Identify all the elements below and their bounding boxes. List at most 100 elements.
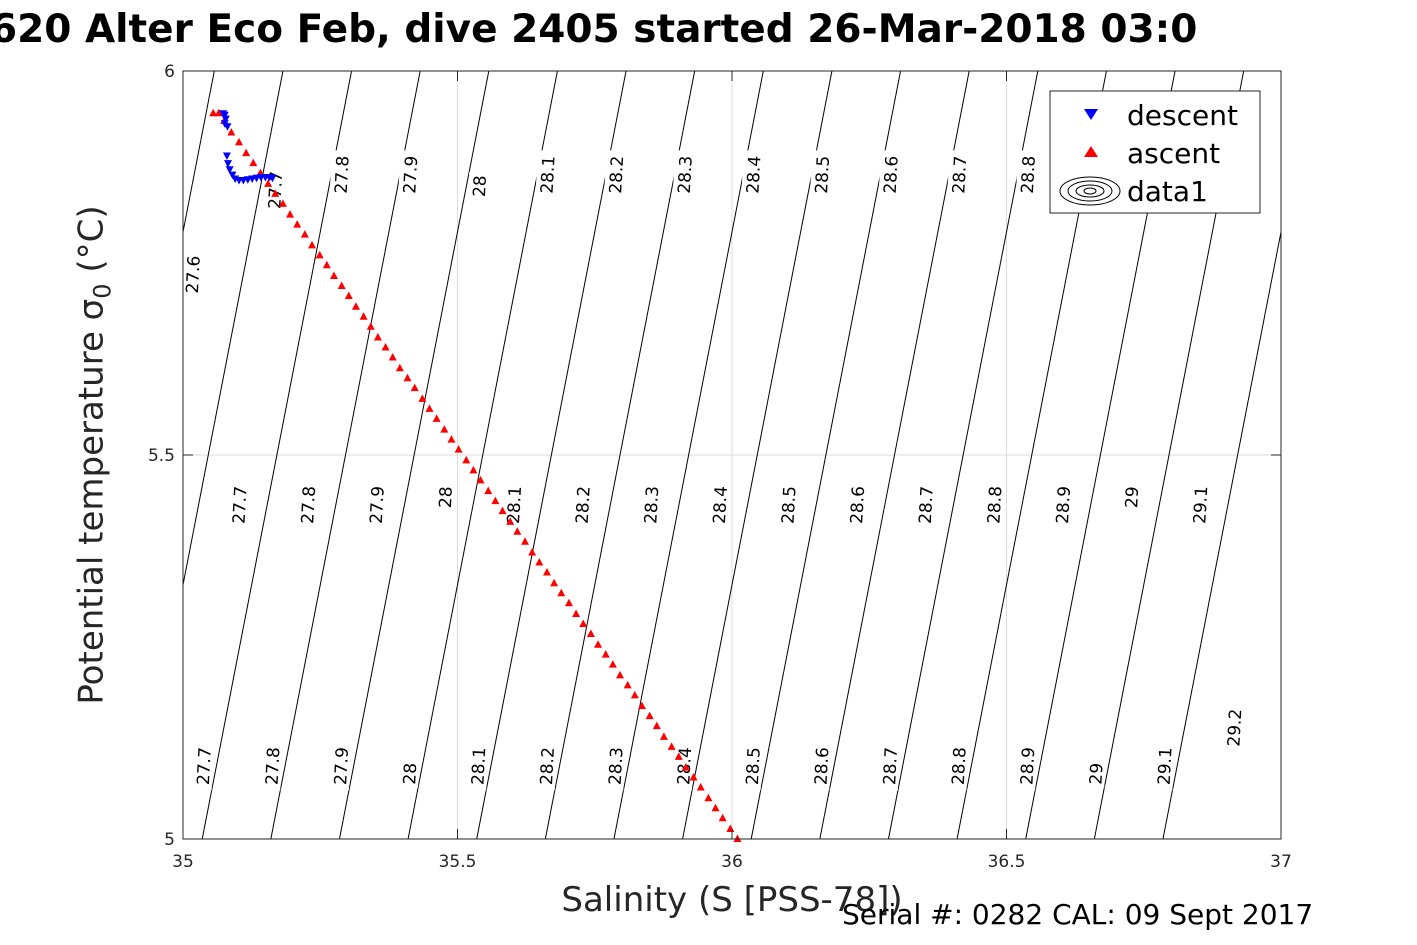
ascent-point-40 (498, 506, 507, 515)
contour-label-text-0: 27.6 (183, 255, 205, 294)
contour-line-28-7 (819, 71, 970, 839)
x-axis-label: Salinity (S [PSS-78]) (561, 880, 903, 920)
ascent-point-9 (271, 189, 280, 197)
legend-contour-marker (1059, 176, 1121, 206)
ascent-point-13 (300, 230, 309, 238)
contour-label-text-34: 28.3 (606, 747, 628, 786)
ascent-point-59 (637, 701, 646, 710)
contour-label-text-25: 28.9 (1053, 486, 1075, 525)
ascent-point-50 (572, 609, 581, 617)
legend-ascent-label: ascent (1127, 137, 1220, 170)
ascent-point-41 (506, 517, 515, 525)
x-tick-label-2: 36 (721, 852, 743, 872)
ascent-point-0 (209, 108, 218, 117)
ascent-point-68 (704, 793, 713, 802)
ascent-point-8 (264, 179, 273, 187)
ascent-point-45 (535, 558, 544, 566)
contour-label-text-15: 27.9 (367, 486, 389, 525)
ascent-point-26 (395, 363, 404, 372)
contour-label-10: 28.6 (878, 150, 903, 200)
ascent-point-51 (579, 619, 588, 627)
contour-label-text-19: 28.3 (641, 486, 663, 525)
y-tick-label-2: 6 (164, 62, 175, 82)
legend-data1-label: data1 (1127, 175, 1208, 208)
contour-label-text-13: 27.7 (230, 486, 252, 525)
contour-label-text-4: 28 (470, 175, 491, 198)
contour-label-text-16: 28 (436, 486, 457, 509)
contour-line-28-8 (887, 71, 1039, 839)
x-tick-label-4: 37 (1270, 852, 1292, 872)
contour-label-7: 28.3 (672, 150, 697, 200)
contour-label-38: 28.7 (877, 741, 902, 791)
ascent-point-12 (293, 220, 302, 228)
contour-line-28-1 (407, 71, 558, 839)
ascent-point-70 (718, 813, 727, 822)
contour-label-36: 28.5 (740, 741, 765, 791)
contour-line-28-5 (682, 71, 833, 839)
contour-label-28: 27.7 (191, 741, 216, 791)
y-tick-label-1: 5.5 (148, 446, 175, 466)
x-tick-label-3: 36.5 (988, 852, 1026, 872)
serial-calibration-note: Serial #: 0282 CAL: 09 Sept 2017 (842, 898, 1314, 931)
ascent-point-42 (513, 527, 522, 535)
ascent-point-6 (249, 158, 258, 167)
contour-line-27-7 (183, 71, 284, 588)
contour-label-text-43: 29.2 (1224, 708, 1246, 747)
contour-label-21: 28.5 (776, 480, 801, 530)
contour-line-28-3 (544, 71, 696, 839)
contour-label-text-20: 28.4 (710, 486, 732, 525)
ascent-point-32 (440, 425, 449, 433)
contour-label-text-33: 28.2 (537, 747, 559, 786)
ascent-point-5 (242, 148, 251, 157)
contour-label-text-8: 28.4 (743, 155, 765, 194)
contour-line-29-2 (1162, 229, 1281, 839)
x-tick-label-1: 35.5 (439, 852, 477, 872)
contour-label-text-5: 28.1 (538, 155, 560, 194)
contour-label-text-29: 27.8 (263, 747, 285, 786)
contour-label-41: 29 (1084, 759, 1108, 788)
contour-label-text-7: 28.3 (675, 155, 697, 194)
axis-ticks: 35 35.5 36 36.5 37 5 5.5 6 (148, 62, 1292, 872)
legend: descent ascent data1 (1049, 90, 1261, 214)
ascent-point-19 (344, 291, 353, 300)
ascent-point-10 (278, 199, 287, 207)
ascent-point-15 (315, 250, 324, 259)
contour-label-11: 28.7 (947, 150, 971, 200)
ascent-point-56 (616, 670, 625, 679)
ascent-point-64 (674, 752, 683, 760)
contour-labels: 27.6 27.7 27.8 27.9 28 28.1 28.2 28.3 28.4 28.5 28… (180, 150, 1246, 791)
ascent-point-25 (388, 352, 397, 361)
contour-label-text-10: 28.6 (881, 155, 903, 194)
contour-label-18: 28.2 (570, 480, 595, 530)
ascent-point-37 (476, 475, 485, 484)
contour-label-3: 27.9 (398, 150, 422, 200)
contour-label-25: 28.9 (1050, 480, 1075, 530)
ascent-point-44 (528, 548, 537, 556)
contour-label-20: 28.4 (707, 480, 732, 530)
ascent-point-33 (447, 435, 456, 443)
contour-label-32: 28.1 (466, 741, 490, 791)
ascent-point-58 (630, 690, 639, 699)
contour-label-text-38: 28.7 (880, 747, 902, 786)
ascent-point-67 (696, 783, 705, 791)
contour-label-text-22: 28.6 (847, 486, 869, 525)
contour-line-28-6 (750, 71, 902, 839)
contour-label-text-39: 28.8 (949, 747, 971, 786)
contour-label-22: 28.6 (844, 480, 869, 530)
ascent-point-17 (329, 271, 338, 280)
contour-label-30: 27.9 (328, 741, 353, 791)
contour-label-text-30: 27.9 (331, 747, 353, 786)
ascent-point-16 (322, 260, 331, 269)
descent-series (219, 110, 277, 185)
ascent-point-53 (594, 640, 603, 648)
ascent-point-48 (557, 588, 566, 597)
contour-label-12: 28.8 (1015, 150, 1040, 200)
ascent-point-57 (623, 680, 632, 689)
contour-label-43: 29.2 (1222, 703, 1246, 753)
contour-label-text-31: 28 (400, 762, 421, 785)
ascent-point-1 (214, 108, 223, 117)
descent-point-6 (224, 160, 233, 168)
ascent-point-23 (373, 332, 382, 341)
ascent-point-14 (308, 240, 317, 249)
contour-label-6: 28.2 (603, 150, 628, 200)
